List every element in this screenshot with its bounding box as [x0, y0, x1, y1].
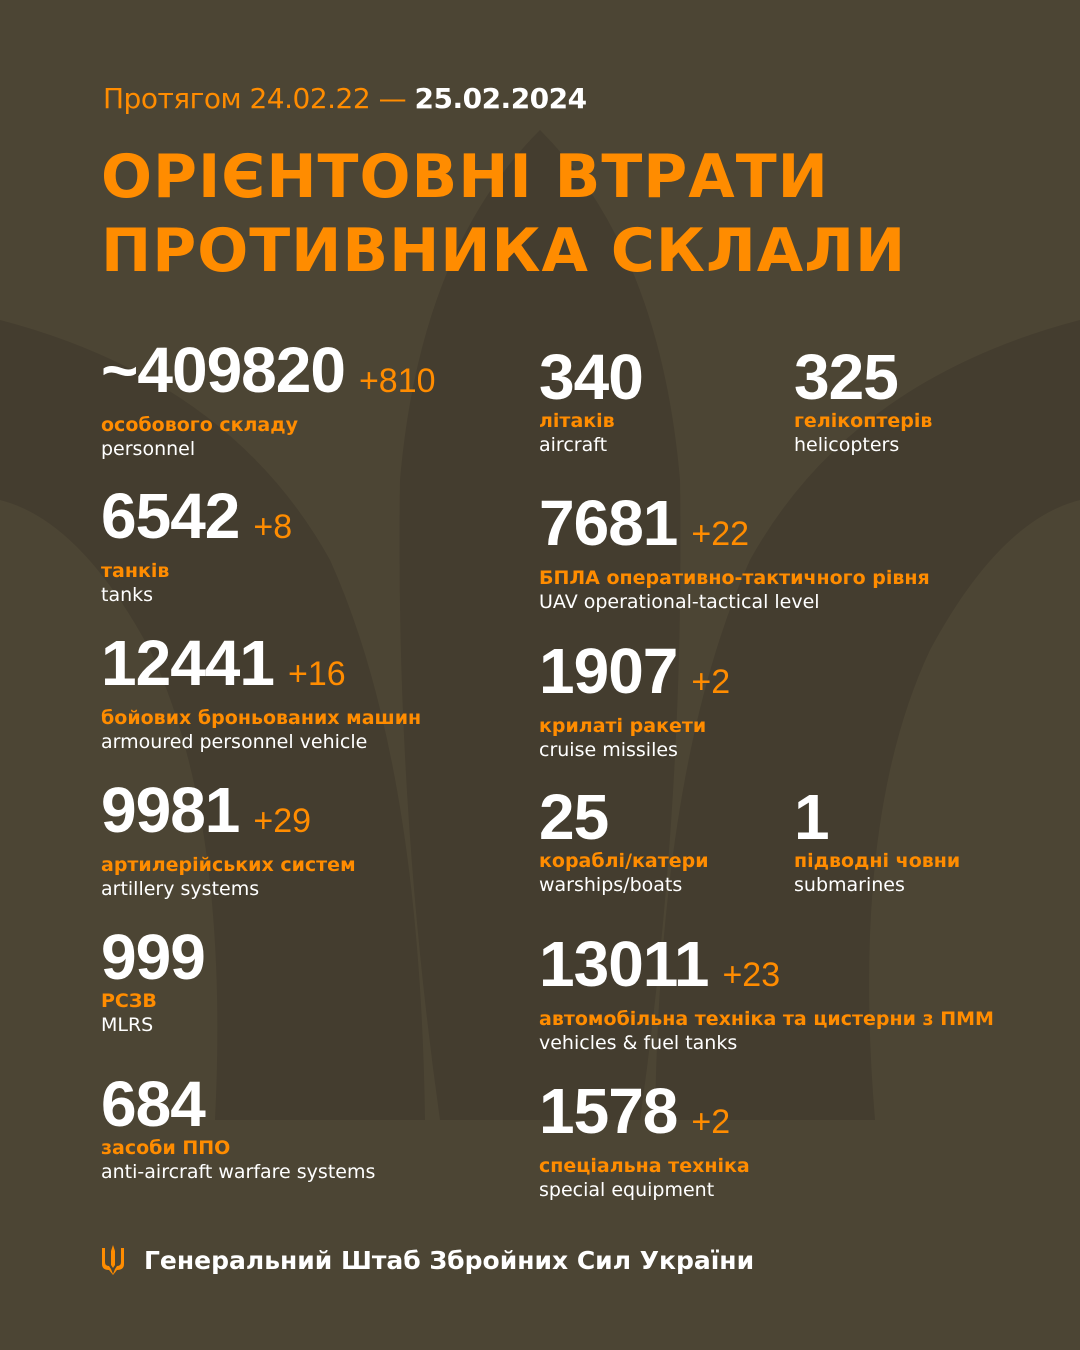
stat-label-en: aircraft — [539, 434, 608, 456]
stat-cruise-missiles: 1907 +2 крилаті ракети cruise missiles — [539, 639, 731, 762]
stat-label-en: helicopters — [794, 434, 900, 456]
stat-air-defense: 684 засоби ППО anti-aircraft warfare syste… — [101, 1072, 376, 1184]
page-title: ОРІЄНТОВНІ ВТРАТИ ПРОТИВНИКА СКЛАЛИ — [101, 140, 906, 288]
stat-label-ua: спеціальна техніка — [539, 1155, 750, 1177]
stat-apv: 12441 +16 бойових броньованих машин armoure… — [101, 631, 422, 754]
stat-label-ua: РСЗВ — [101, 990, 157, 1012]
stat-delta: +2 — [691, 1103, 731, 1141]
stat-value: ~409820 — [101, 334, 346, 406]
stat-delta: +2 — [691, 663, 731, 701]
stat-label-en: tanks — [101, 584, 154, 606]
stat-label-en: MLRS — [101, 1014, 154, 1036]
stat-artillery: 9981 +29 артилерійських систем artillery sy… — [101, 778, 356, 901]
stat-label-ua: гелікоптерів — [794, 410, 933, 432]
stat-mlrs: 999 РСЗВ MLRS — [101, 925, 206, 1037]
stat-value: 1 — [794, 781, 830, 853]
stat-value: 684 — [101, 1068, 206, 1140]
stat-vehicles: 13011 +23 автомобільна техніка та цистерни… — [539, 932, 994, 1055]
stat-uav: 7681 +22 БПЛА оперативно-тактичного рівня U… — [539, 491, 930, 614]
stat-label-en: armoured personnel vehicle — [101, 731, 368, 753]
stat-label-ua: БПЛА оперативно-тактичного рівня — [539, 567, 930, 589]
stat-label-ua: кораблі/катери — [539, 850, 709, 872]
footer: Генеральний Штаб Збройних Сил України — [100, 1245, 754, 1275]
stat-delta: +810 — [358, 362, 436, 400]
stat-personnel: ~409820 +810 особового складу personnel — [101, 338, 436, 461]
stat-label-ua: особового складу — [101, 414, 298, 436]
stat-label-en: cruise missiles — [539, 739, 678, 761]
title-line-2: ПРОТИВНИКА СКЛАЛИ — [101, 216, 907, 286]
stat-value: 1907 — [539, 635, 678, 707]
stat-label-en: special equipment — [539, 1179, 715, 1201]
stat-value: 13011 — [539, 928, 709, 1000]
stat-label-ua: підводні човни — [794, 850, 961, 872]
stat-label-ua: крилаті ракети — [539, 715, 707, 737]
stat-label-en: vehicles & fuel tanks — [539, 1032, 738, 1054]
stat-value: 6542 — [101, 480, 240, 552]
period: Протягом 24.02.22 — 25.02.2024 — [103, 82, 587, 115]
stat-value: 25 — [539, 781, 609, 853]
stat-delta: +8 — [253, 508, 293, 546]
stat-label-ua: танків — [101, 560, 170, 582]
footer-text: Генеральний Штаб Збройних Сил України — [144, 1245, 755, 1275]
stat-label-en: anti-aircraft warfare systems — [101, 1161, 376, 1183]
stat-label-en: artillery systems — [101, 878, 260, 900]
stat-value: 9981 — [101, 774, 240, 846]
stat-label-en: warships/boats — [539, 874, 683, 896]
stat-warships: 25 кораблі/катери warships/boats — [539, 785, 709, 897]
period-end: 25.02.2024 — [414, 82, 587, 115]
stat-value: 7681 — [539, 487, 678, 559]
stat-value: 1578 — [539, 1075, 678, 1147]
stat-value: 999 — [101, 921, 206, 993]
stat-label-en: UAV operational-tactical level — [539, 591, 820, 613]
stat-label-ua: засоби ППО — [101, 1137, 231, 1159]
period-prefix: Протягом 24.02.22 — — [103, 82, 407, 115]
title-line-1: ОРІЄНТОВНІ ВТРАТИ — [101, 142, 829, 212]
stat-helicopters: 325 гелікоптерів helicopters — [794, 345, 933, 457]
stat-delta: +23 — [722, 956, 781, 994]
stat-label-ua: бойових броньованих машин — [101, 707, 422, 729]
stat-label-ua: артилерійських систем — [101, 854, 356, 876]
stat-label-ua: автомобільна техніка та цистерни з ПММ — [539, 1008, 994, 1030]
stat-label-en: personnel — [101, 438, 196, 460]
stat-value: 12441 — [101, 627, 275, 699]
stat-delta: +29 — [253, 802, 312, 840]
stat-label-en: submarines — [794, 874, 905, 896]
stat-aircraft: 340 літаків aircraft — [539, 345, 644, 457]
stat-tanks: 6542 +8 танків tanks — [101, 484, 293, 607]
stat-delta: +16 — [287, 655, 346, 693]
stat-special-equipment: 1578 +2 спеціальна техніка special equipmen… — [539, 1079, 750, 1202]
stat-value: 340 — [539, 341, 644, 413]
trident-icon — [102, 1245, 124, 1275]
stat-submarines: 1 підводні човни submarines — [794, 785, 961, 897]
stat-label-ua: літаків — [539, 410, 615, 432]
stat-delta: +22 — [691, 515, 750, 553]
stat-value: 325 — [794, 341, 899, 413]
